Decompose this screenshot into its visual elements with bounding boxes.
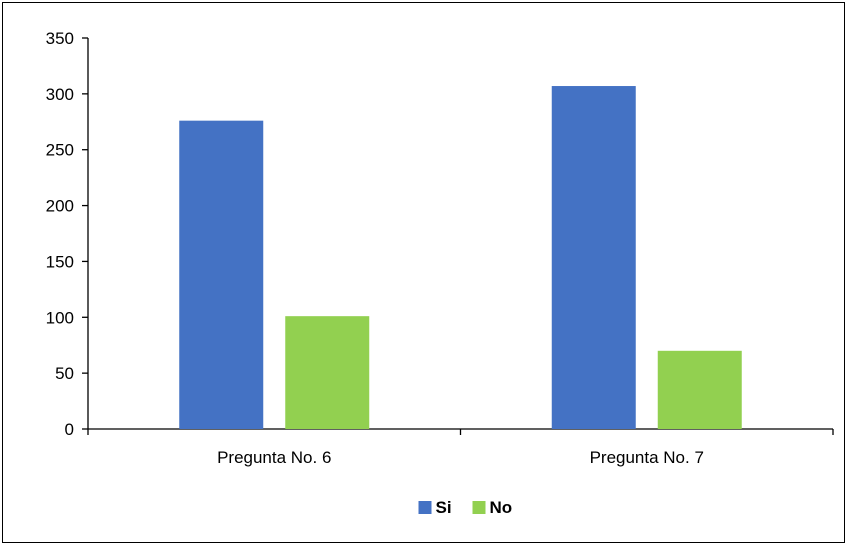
bar-si-1 — [179, 120, 264, 429]
legend-swatch-si — [418, 501, 432, 514]
chart-legend: Si No — [418, 498, 513, 517]
bar-si-2 — [551, 86, 636, 429]
legend-label-si: Si — [436, 498, 452, 517]
y-tick-label: 300 — [46, 85, 74, 104]
bar-no-2 — [657, 350, 742, 429]
y-tick-label: 350 — [46, 29, 74, 48]
y-tick-label: 50 — [55, 364, 74, 383]
legend-label-no: No — [490, 498, 513, 517]
chart-bars — [179, 86, 742, 429]
y-tick-label: 150 — [46, 252, 74, 271]
y-tick-label: 0 — [65, 420, 74, 439]
x-tick-label: Pregunta No. 7 — [590, 448, 704, 467]
legend-swatch-no — [472, 501, 486, 514]
x-tick-label: Pregunta No. 6 — [217, 448, 331, 467]
y-tick-label: 200 — [46, 197, 74, 216]
bar-no-1 — [285, 316, 370, 429]
chart-tick-labels: 0 50 100 150 200 250 300 350 Pregunta No. 6 Pregu… — [46, 29, 704, 467]
y-tick-label: 100 — [46, 308, 74, 327]
y-tick-label: 250 — [46, 141, 74, 160]
